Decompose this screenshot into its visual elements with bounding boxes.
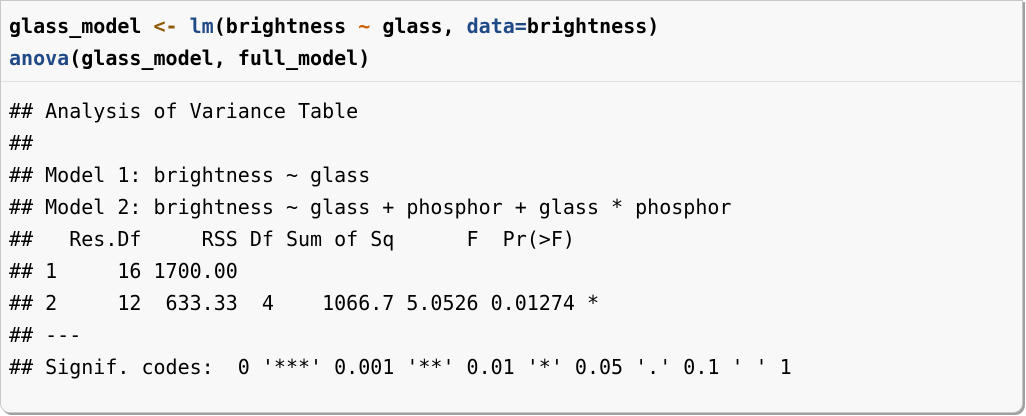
function-name: lm <box>189 14 214 38</box>
code-variable: glass_model <box>9 14 142 38</box>
formula-rhs: glass, <box>382 14 455 38</box>
assignment-operator: <- <box>153 14 178 38</box>
function-args: (glass_model, full_model) <box>69 46 371 70</box>
paren-open: ( <box>213 14 226 38</box>
code-line-1: glass_model <- lm(brightness ~ glass, da… <box>9 10 659 42</box>
console-output-block: ## Analysis of Variance Table ## ## Mode… <box>1 82 1022 412</box>
output-line: ## Model 2: brightness ~ glass + phospho… <box>9 195 732 219</box>
formula-lhs: brightness <box>225 14 347 38</box>
r-code-block: glass_model <- lm(brightness ~ glass, da… <box>1 1 1022 82</box>
output-line: ## 1 16 1700.00 <box>9 259 238 283</box>
output-line: ## --- <box>9 323 82 347</box>
output-line: ## 2 12 633.33 4 1066.7 5.0526 0.01274 * <box>9 291 600 315</box>
code-line-2: anova(glass_model, full_model) <box>9 42 370 74</box>
output-line: ## <box>9 131 34 155</box>
function-name: anova <box>9 46 70 70</box>
argument-value: brightness) <box>526 14 660 38</box>
output-line: ## Model 1: brightness ~ glass <box>9 163 371 187</box>
output-line: ## Signif. codes: 0 '***' 0.001 '**' 0.0… <box>9 355 792 379</box>
output-line: ## Analysis of Variance Table <box>9 99 359 123</box>
argument-name: data= <box>466 14 527 38</box>
tilde-operator: ~ <box>358 14 371 38</box>
output-line: ## Res.Df RSS Df Sum of Sq F Pr(>F) <box>9 227 575 251</box>
